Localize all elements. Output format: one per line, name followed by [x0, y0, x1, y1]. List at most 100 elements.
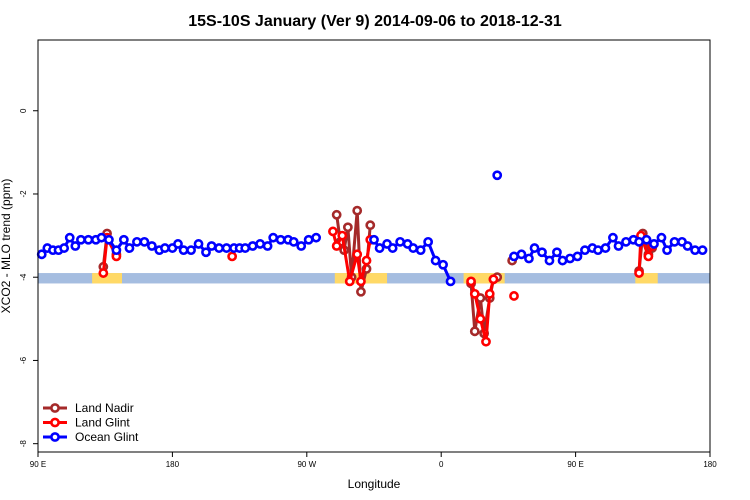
data-point [331, 209, 342, 220]
data-point [255, 239, 266, 249]
data-point [132, 236, 142, 247]
data-point [206, 241, 217, 251]
data-point [509, 291, 519, 301]
data-point [303, 234, 314, 245]
data-point [565, 253, 575, 264]
legend-item: Ocean Glint [43, 430, 139, 444]
data-point [415, 245, 426, 256]
legend-item: Land Glint [43, 416, 130, 430]
data-point [524, 253, 534, 264]
data-point [186, 245, 196, 256]
data-point [641, 234, 652, 245]
data-point [544, 255, 555, 266]
legend-marker [50, 432, 60, 442]
land-band [463, 273, 505, 284]
land-band [92, 273, 122, 284]
land-band [635, 273, 658, 284]
x-tick-label: 90 E [567, 460, 583, 469]
data-point [201, 247, 211, 258]
chart-title: 15S-10S January (Ver 9) 2014-09-06 to 20… [188, 13, 562, 30]
data-point [268, 232, 279, 243]
legend-item: Land Nadir [43, 401, 134, 415]
y-tick-label: -4 [19, 273, 28, 281]
y-tick-label: -6 [19, 356, 28, 364]
data-point [344, 276, 355, 287]
data-point [124, 243, 135, 253]
data-point [247, 241, 258, 251]
data-point [193, 239, 204, 249]
x-axis-label: Longitude [348, 477, 401, 491]
x-tick-label: 90 E [30, 460, 46, 469]
data-point [146, 241, 157, 251]
data-point [311, 232, 322, 243]
data-point [475, 313, 486, 324]
data-point [552, 247, 562, 258]
data-point [662, 245, 672, 256]
data-point [76, 234, 86, 245]
data-point [529, 243, 540, 253]
data-point [613, 241, 624, 251]
data-point [593, 245, 603, 256]
data-point [649, 239, 659, 249]
data-point [104, 234, 114, 245]
data-point [296, 241, 307, 251]
x-tick-label: 90 W [297, 460, 316, 469]
data-point [262, 241, 273, 251]
data-point [509, 251, 519, 262]
series-ocean-glint [36, 170, 708, 287]
data-point [697, 245, 708, 256]
data-point [408, 243, 419, 253]
data-point [608, 232, 618, 243]
plot-surface-strip [38, 273, 710, 284]
data-point [118, 234, 129, 245]
data-point [423, 236, 434, 247]
y-axis: 0 -2 -4 -6 -8 [19, 108, 38, 447]
legend-marker [50, 403, 60, 413]
data-point [557, 255, 568, 266]
data-point [173, 239, 183, 249]
y-tick-label: -8 [19, 440, 28, 448]
data-point [643, 251, 654, 262]
data-point [488, 274, 499, 285]
data-point [356, 276, 366, 287]
data-point [600, 243, 611, 253]
legend-marker [50, 417, 60, 428]
data-point [227, 251, 238, 262]
data-point [481, 336, 491, 347]
data-point [64, 232, 75, 243]
data-point [634, 236, 644, 247]
series-line [637, 234, 654, 274]
data-point [445, 276, 456, 287]
data-point [365, 220, 376, 231]
data-point [484, 288, 495, 299]
data-point [469, 288, 480, 299]
data-point [337, 230, 348, 241]
data-point [59, 243, 70, 253]
y-tick-label: 0 [19, 108, 28, 113]
data-point [111, 245, 122, 256]
legend-label: Ocean Glint [75, 430, 139, 444]
legend-label: Land Nadir [75, 401, 134, 415]
data-point [342, 222, 353, 233]
data-point [374, 243, 385, 253]
data-point [356, 286, 366, 297]
data-point [352, 249, 363, 260]
series-line [513, 236, 703, 263]
data-point [361, 255, 372, 266]
data-point [580, 245, 590, 256]
x-tick-label: 180 [166, 460, 180, 469]
data-point [328, 226, 338, 237]
series-layer [36, 170, 708, 347]
x-axis: 90 E 180 90 W 0 90 E 180 [30, 452, 717, 469]
data-point [466, 276, 476, 287]
data-point [139, 236, 150, 247]
data-point [387, 243, 398, 253]
data-point [572, 251, 583, 262]
data-point [83, 234, 94, 245]
data-point [288, 236, 299, 247]
data-point [352, 205, 363, 216]
data-point [275, 234, 286, 245]
data-point [160, 243, 170, 253]
